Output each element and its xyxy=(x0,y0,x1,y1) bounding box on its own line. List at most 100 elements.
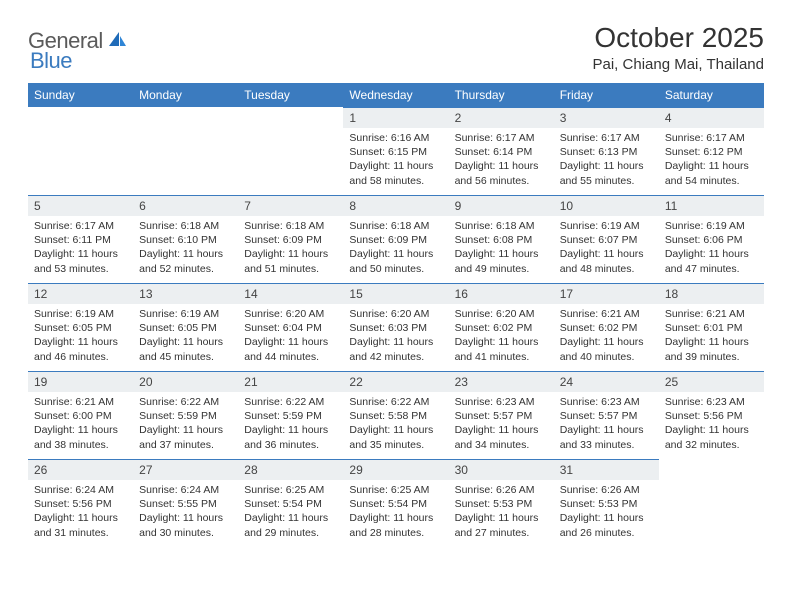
daylight-text: Daylight: 11 hours and 48 minutes. xyxy=(560,247,653,275)
daylight-text: Daylight: 11 hours and 49 minutes. xyxy=(455,247,548,275)
calendar-day-cell: 27Sunrise: 6:24 AMSunset: 5:55 PMDayligh… xyxy=(133,459,238,547)
daylight-text: Daylight: 11 hours and 44 minutes. xyxy=(244,335,337,363)
sunrise-text: Sunrise: 6:21 AM xyxy=(34,395,127,409)
daylight-text: Daylight: 11 hours and 53 minutes. xyxy=(34,247,127,275)
calendar-table: Sunday Monday Tuesday Wednesday Thursday… xyxy=(28,83,764,547)
daylight-text: Daylight: 11 hours and 51 minutes. xyxy=(244,247,337,275)
day-details: Sunrise: 6:17 AMSunset: 6:12 PMDaylight:… xyxy=(659,128,764,192)
sunrise-text: Sunrise: 6:19 AM xyxy=(139,307,232,321)
calendar-day-cell: 19Sunrise: 6:21 AMSunset: 6:00 PMDayligh… xyxy=(28,371,133,459)
day-details: Sunrise: 6:20 AMSunset: 6:03 PMDaylight:… xyxy=(343,304,448,368)
daylight-text: Daylight: 11 hours and 26 minutes. xyxy=(560,511,653,539)
calendar-week-row: 26Sunrise: 6:24 AMSunset: 5:56 PMDayligh… xyxy=(28,459,764,547)
daylight-text: Daylight: 11 hours and 39 minutes. xyxy=(665,335,758,363)
calendar-day-cell: 4Sunrise: 6:17 AMSunset: 6:12 PMDaylight… xyxy=(659,107,764,195)
calendar-day-cell: 26Sunrise: 6:24 AMSunset: 5:56 PMDayligh… xyxy=(28,459,133,547)
sunrise-text: Sunrise: 6:20 AM xyxy=(244,307,337,321)
day-number: 17 xyxy=(554,283,659,304)
daylight-text: Daylight: 11 hours and 31 minutes. xyxy=(34,511,127,539)
daylight-text: Daylight: 11 hours and 27 minutes. xyxy=(455,511,548,539)
sunset-text: Sunset: 6:10 PM xyxy=(139,233,232,247)
day-number: 23 xyxy=(449,371,554,392)
calendar-day-cell: 25Sunrise: 6:23 AMSunset: 5:56 PMDayligh… xyxy=(659,371,764,459)
day-header-row: Sunday Monday Tuesday Wednesday Thursday… xyxy=(28,83,764,107)
sunrise-text: Sunrise: 6:17 AM xyxy=(560,131,653,145)
sunset-text: Sunset: 6:02 PM xyxy=(560,321,653,335)
day-number: 11 xyxy=(659,195,764,216)
sunrise-text: Sunrise: 6:19 AM xyxy=(560,219,653,233)
day-number: 19 xyxy=(28,371,133,392)
calendar-week-row: 12Sunrise: 6:19 AMSunset: 6:05 PMDayligh… xyxy=(28,283,764,371)
calendar-day-cell: 11Sunrise: 6:19 AMSunset: 6:06 PMDayligh… xyxy=(659,195,764,283)
day-header: Thursday xyxy=(449,83,554,107)
sunset-text: Sunset: 5:56 PM xyxy=(665,409,758,423)
daylight-text: Daylight: 11 hours and 41 minutes. xyxy=(455,335,548,363)
sunrise-text: Sunrise: 6:19 AM xyxy=(665,219,758,233)
daylight-text: Daylight: 11 hours and 56 minutes. xyxy=(455,159,548,187)
sunrise-text: Sunrise: 6:18 AM xyxy=(455,219,548,233)
sunrise-text: Sunrise: 6:19 AM xyxy=(34,307,127,321)
sunrise-text: Sunrise: 6:21 AM xyxy=(560,307,653,321)
sunrise-text: Sunrise: 6:24 AM xyxy=(139,483,232,497)
day-details: Sunrise: 6:25 AMSunset: 5:54 PMDaylight:… xyxy=(238,480,343,544)
day-number: 20 xyxy=(133,371,238,392)
day-number: 15 xyxy=(343,283,448,304)
day-number: 30 xyxy=(449,459,554,480)
day-details: Sunrise: 6:24 AMSunset: 5:56 PMDaylight:… xyxy=(28,480,133,544)
day-number: 27 xyxy=(133,459,238,480)
daylight-text: Daylight: 11 hours and 46 minutes. xyxy=(34,335,127,363)
day-details: Sunrise: 6:26 AMSunset: 5:53 PMDaylight:… xyxy=(554,480,659,544)
sunrise-text: Sunrise: 6:22 AM xyxy=(139,395,232,409)
calendar-week-row: 1Sunrise: 6:16 AMSunset: 6:15 PMDaylight… xyxy=(28,107,764,195)
daylight-text: Daylight: 11 hours and 30 minutes. xyxy=(139,511,232,539)
day-details: Sunrise: 6:17 AMSunset: 6:11 PMDaylight:… xyxy=(28,216,133,280)
calendar-day-cell xyxy=(659,459,764,547)
day-number: 18 xyxy=(659,283,764,304)
sunrise-text: Sunrise: 6:26 AM xyxy=(455,483,548,497)
day-details: Sunrise: 6:19 AMSunset: 6:07 PMDaylight:… xyxy=(554,216,659,280)
day-header: Sunday xyxy=(28,83,133,107)
day-number: 4 xyxy=(659,107,764,128)
day-number: 28 xyxy=(238,459,343,480)
daylight-text: Daylight: 11 hours and 55 minutes. xyxy=(560,159,653,187)
sunset-text: Sunset: 6:03 PM xyxy=(349,321,442,335)
day-number: 31 xyxy=(554,459,659,480)
sunrise-text: Sunrise: 6:18 AM xyxy=(139,219,232,233)
day-details: Sunrise: 6:19 AMSunset: 6:06 PMDaylight:… xyxy=(659,216,764,280)
location-text: Pai, Chiang Mai, Thailand xyxy=(593,56,765,73)
sunrise-text: Sunrise: 6:26 AM xyxy=(560,483,653,497)
day-number: 16 xyxy=(449,283,554,304)
day-details: Sunrise: 6:20 AMSunset: 6:02 PMDaylight:… xyxy=(449,304,554,368)
day-header: Saturday xyxy=(659,83,764,107)
sunset-text: Sunset: 6:08 PM xyxy=(455,233,548,247)
daylight-text: Daylight: 11 hours and 33 minutes. xyxy=(560,423,653,451)
month-title: October 2025 xyxy=(593,22,765,54)
calendar-day-cell: 3Sunrise: 6:17 AMSunset: 6:13 PMDaylight… xyxy=(554,107,659,195)
day-details: Sunrise: 6:23 AMSunset: 5:57 PMDaylight:… xyxy=(449,392,554,456)
daylight-text: Daylight: 11 hours and 40 minutes. xyxy=(560,335,653,363)
sunset-text: Sunset: 6:05 PM xyxy=(139,321,232,335)
day-details: Sunrise: 6:19 AMSunset: 6:05 PMDaylight:… xyxy=(133,304,238,368)
sunset-text: Sunset: 6:05 PM xyxy=(34,321,127,335)
day-number: 24 xyxy=(554,371,659,392)
logo-sail-icon xyxy=(107,30,127,53)
daylight-text: Daylight: 11 hours and 37 minutes. xyxy=(139,423,232,451)
sunset-text: Sunset: 5:56 PM xyxy=(34,497,127,511)
sunrise-text: Sunrise: 6:18 AM xyxy=(244,219,337,233)
calendar-day-cell: 31Sunrise: 6:26 AMSunset: 5:53 PMDayligh… xyxy=(554,459,659,547)
sunrise-text: Sunrise: 6:22 AM xyxy=(244,395,337,409)
sunset-text: Sunset: 5:57 PM xyxy=(455,409,548,423)
day-number: 29 xyxy=(343,459,448,480)
daylight-text: Daylight: 11 hours and 36 minutes. xyxy=(244,423,337,451)
day-details: Sunrise: 6:23 AMSunset: 5:57 PMDaylight:… xyxy=(554,392,659,456)
daylight-text: Daylight: 11 hours and 32 minutes. xyxy=(665,423,758,451)
calendar-day-cell: 2Sunrise: 6:17 AMSunset: 6:14 PMDaylight… xyxy=(449,107,554,195)
logo-blue-row: Blue xyxy=(30,48,72,74)
title-block: October 2025 Pai, Chiang Mai, Thailand xyxy=(593,22,765,73)
day-number: 13 xyxy=(133,283,238,304)
day-number: 9 xyxy=(449,195,554,216)
day-number: 7 xyxy=(238,195,343,216)
daylight-text: Daylight: 11 hours and 54 minutes. xyxy=(665,159,758,187)
sunset-text: Sunset: 6:00 PM xyxy=(34,409,127,423)
day-number: 26 xyxy=(28,459,133,480)
